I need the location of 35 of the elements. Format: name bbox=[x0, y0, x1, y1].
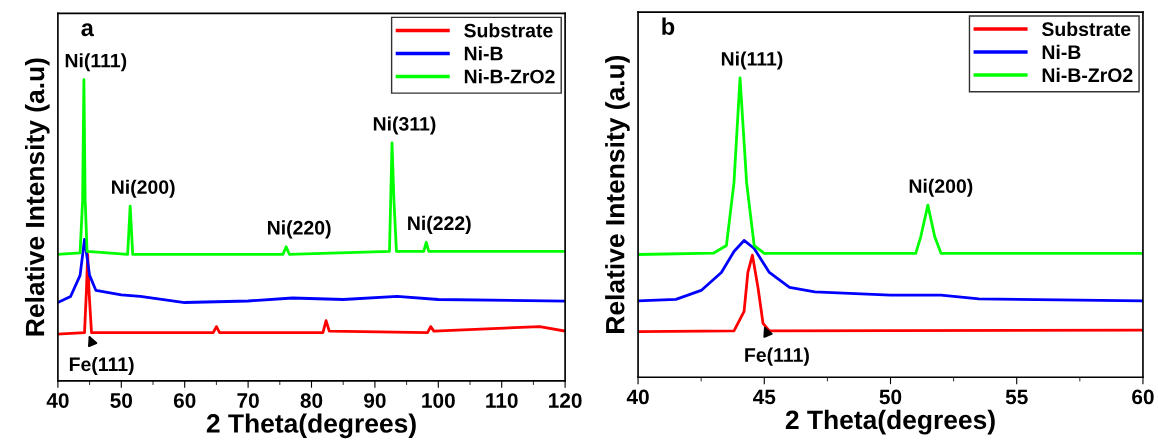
legend-label: Ni-B-ZrO2 bbox=[464, 69, 555, 84]
x-tick-label: 60 bbox=[1132, 389, 1154, 405]
legend-label: Ni-B bbox=[1042, 44, 1081, 59]
annotation: Ni(311) bbox=[373, 116, 436, 135]
x-tick-label: 50 bbox=[110, 393, 133, 408]
chart-title: a bbox=[81, 23, 95, 37]
legend-label: Substrate bbox=[1041, 21, 1131, 37]
x-tick-label: 45 bbox=[753, 389, 776, 405]
x-tick-label: 90 bbox=[364, 393, 386, 408]
x-axis-title: 2 Theta(degrees) bbox=[206, 413, 416, 439]
y-axis-title: Relative Intensity (a.u) bbox=[24, 58, 50, 336]
x-tick-label: 60 bbox=[173, 393, 196, 408]
annotation: Fe(111) bbox=[69, 356, 134, 376]
x-tick-label: 100 bbox=[422, 393, 455, 408]
x-tick-label: 50 bbox=[879, 389, 902, 405]
chart-title: b bbox=[662, 17, 675, 35]
annotation: Ni(111) bbox=[721, 51, 783, 70]
annotation: Fe(111) bbox=[745, 347, 809, 366]
x-tick-label: 120 bbox=[549, 393, 582, 408]
x-tick-label: 40 bbox=[626, 389, 649, 405]
annotation: Ni(200) bbox=[112, 179, 175, 198]
legend-label: Substrate bbox=[464, 23, 553, 38]
legend-label: Ni-B-ZrO2 bbox=[1042, 67, 1133, 83]
x-tick-label: 40 bbox=[46, 393, 69, 408]
x-tick-label: 80 bbox=[300, 393, 323, 408]
legend-label: Ni-B bbox=[464, 46, 503, 61]
x-axis-title: 2 Theta(degrees) bbox=[785, 409, 995, 435]
y-axis-title: Relative Intensity (a.u) bbox=[605, 55, 630, 333]
annotation: Ni(111) bbox=[65, 53, 127, 72]
annotation: Ni(220) bbox=[268, 220, 331, 239]
x-tick-label: 110 bbox=[486, 393, 518, 408]
annotation: Ni(222) bbox=[408, 215, 471, 234]
annotation: Ni(200) bbox=[909, 178, 973, 197]
x-tick-label: 55 bbox=[1005, 389, 1028, 405]
x-tick-label: 70 bbox=[237, 393, 259, 408]
